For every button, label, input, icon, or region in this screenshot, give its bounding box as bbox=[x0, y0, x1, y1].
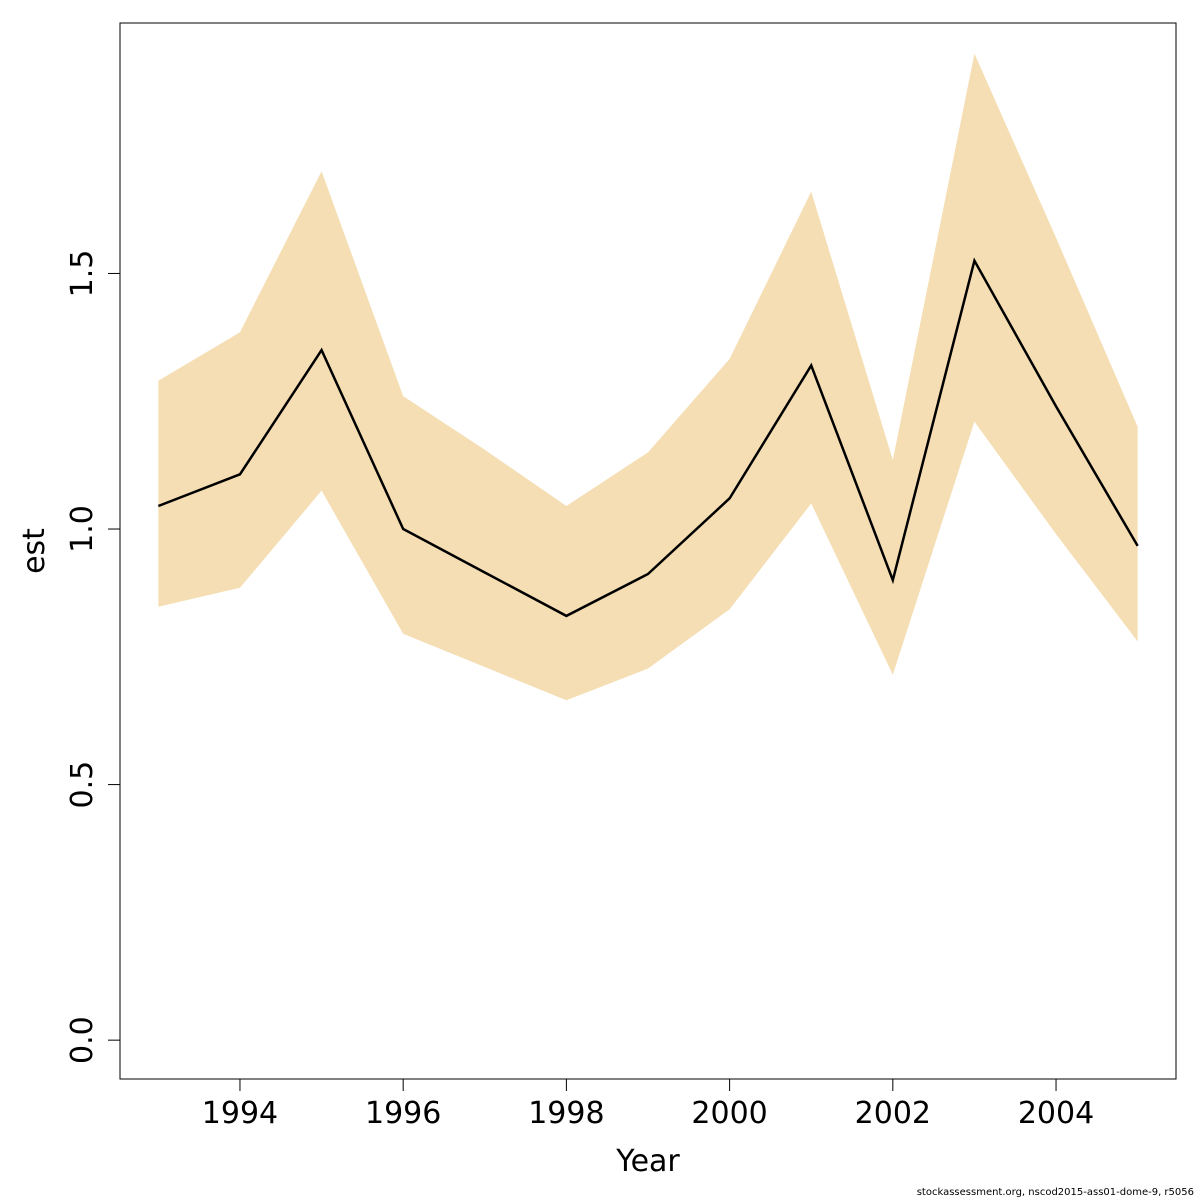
y-tick-label: 1.5 bbox=[65, 250, 100, 298]
y-tick-label: 0.0 bbox=[65, 1016, 100, 1064]
x-tick-label: 1994 bbox=[202, 1096, 278, 1131]
x-tick-label: 2004 bbox=[1018, 1096, 1094, 1131]
x-tick-label: 2002 bbox=[855, 1096, 931, 1131]
y-axis: 0.0 0.5 1.0 1.5 bbox=[65, 250, 121, 1064]
y-tick-label: 1.0 bbox=[65, 505, 100, 553]
x-tick-label: 2000 bbox=[691, 1096, 767, 1131]
x-axis-title: Year bbox=[615, 1144, 680, 1179]
footer-note: stockassessment.org, nscod2015-ass01-dom… bbox=[916, 1187, 1194, 1198]
x-tick-label: 1996 bbox=[365, 1096, 441, 1131]
series-line-layer bbox=[157, 257, 1139, 618]
y-axis-title: est bbox=[17, 528, 52, 574]
x-tick-label: 1998 bbox=[528, 1096, 604, 1131]
confidence-band-layer bbox=[158, 53, 1138, 701]
x-axis: 1994 1996 1998 2000 2002 2004 bbox=[202, 1078, 1094, 1131]
series-line bbox=[157, 257, 1139, 618]
y-tick-label: 0.5 bbox=[65, 761, 100, 809]
confidence-band bbox=[158, 53, 1138, 701]
